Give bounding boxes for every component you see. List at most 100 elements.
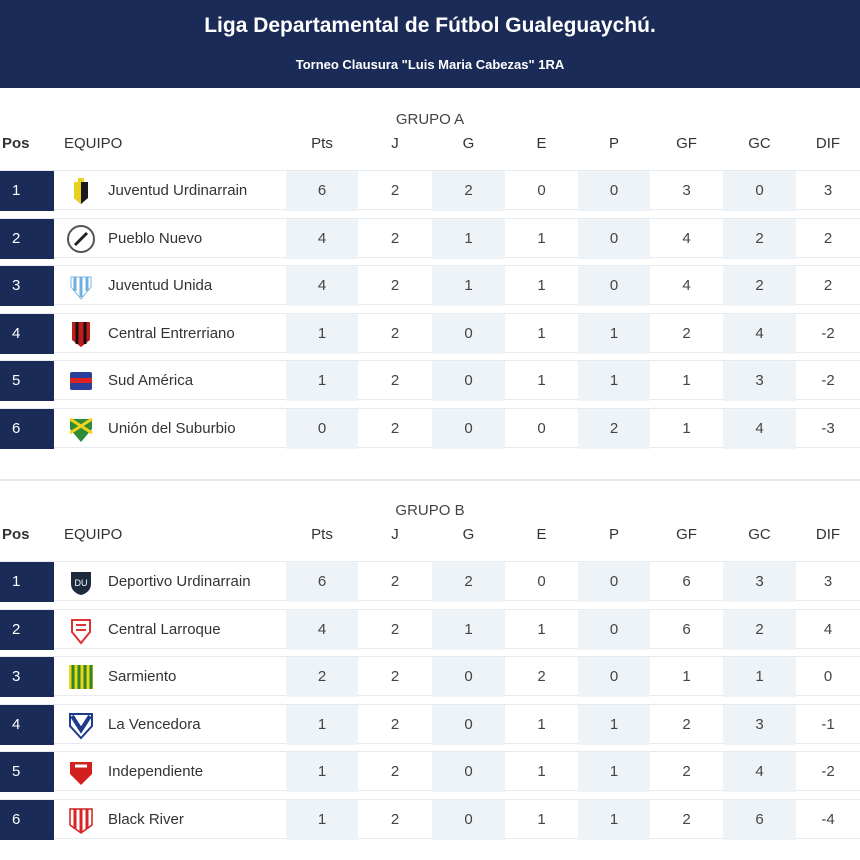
team-name[interactable]: Independiente bbox=[108, 763, 204, 780]
stat-p: 1 bbox=[578, 361, 650, 401]
stat-p: 0 bbox=[578, 266, 650, 306]
stat-gf: 3 bbox=[682, 182, 691, 199]
table-row[interactable]: 1 Juventud Urdinarrain 6 2 2 0 0 3 0 3 bbox=[0, 170, 860, 211]
stat-p: 1 bbox=[578, 313, 650, 354]
team-name[interactable]: Sud América bbox=[108, 372, 194, 389]
stat-e: 1 bbox=[537, 715, 546, 733]
stat-dif: 2 bbox=[823, 229, 833, 247]
stat-e: 2 bbox=[537, 668, 546, 685]
col-header-g: G bbox=[462, 135, 475, 152]
stat-gf: 2 bbox=[682, 763, 691, 780]
stat-gc: 2 bbox=[723, 609, 796, 650]
stat-gf: 2 bbox=[682, 715, 691, 733]
stat-gc: 3 bbox=[723, 562, 796, 602]
team-name[interactable]: Unión del Suburbio bbox=[108, 419, 236, 437]
team-crest-icon bbox=[69, 712, 93, 739]
stat-e: 1 bbox=[537, 324, 546, 342]
stat-gc: 3 bbox=[723, 704, 796, 745]
stat-e: 1 bbox=[537, 229, 546, 247]
team-name[interactable]: Central Larroque bbox=[108, 620, 221, 638]
position-cell: 3 bbox=[0, 657, 54, 697]
table-row[interactable]: 2 Central Larroque 4 2 1 1 0 6 2 4 bbox=[0, 608, 860, 650]
col-header-team: EQUIPO bbox=[64, 135, 123, 152]
table-row[interactable]: 2 Pueblo Nuevo 4 2 1 1 0 4 2 2 bbox=[0, 217, 860, 259]
team-crest-icon bbox=[70, 276, 92, 300]
table-row[interactable]: 4 La Vencedora 1 2 0 1 1 2 3 -1 bbox=[0, 703, 860, 745]
stat-pts: 4 bbox=[286, 266, 358, 306]
stat-p: 1 bbox=[578, 799, 650, 840]
table-row[interactable]: 6 Unión del Suburbio 0 2 0 0 2 1 4 -3 bbox=[0, 407, 860, 449]
col-header-gf: GF bbox=[676, 526, 697, 543]
svg-text:DU: DU bbox=[75, 578, 88, 588]
page-subtitle: Torneo Clausura "Luis Maria Cabezas" 1RA bbox=[295, 57, 565, 72]
stat-pts: 4 bbox=[286, 609, 358, 650]
team-name[interactable]: La Vencedora bbox=[108, 715, 201, 733]
team-crest-icon bbox=[70, 372, 92, 390]
stat-g: 0 bbox=[432, 408, 505, 449]
stat-g: 0 bbox=[432, 657, 505, 697]
position-cell: 2 bbox=[0, 218, 54, 259]
team-name[interactable]: Juventud Unida bbox=[108, 277, 213, 294]
team-crest-icon bbox=[69, 417, 93, 442]
position-cell: 6 bbox=[0, 408, 54, 449]
stat-j: 2 bbox=[390, 419, 400, 437]
table-row[interactable]: 4 Central Entrerriano 1 2 0 1 1 2 4 -2 bbox=[0, 312, 860, 354]
stat-gf: 4 bbox=[682, 277, 691, 294]
stat-g: 1 bbox=[432, 266, 505, 306]
col-header-gc: GC bbox=[748, 526, 771, 543]
stat-gf: 6 bbox=[682, 620, 691, 638]
stat-gc: 1 bbox=[723, 657, 796, 697]
stat-e: 0 bbox=[537, 419, 546, 437]
stat-p: 0 bbox=[578, 218, 650, 259]
stat-dif: 2 bbox=[823, 277, 833, 294]
stat-j: 2 bbox=[390, 573, 400, 590]
stat-e: 1 bbox=[537, 810, 546, 828]
stat-e: 1 bbox=[537, 763, 546, 780]
position-cell: 5 bbox=[0, 361, 54, 401]
stat-gf: 4 bbox=[682, 229, 691, 247]
table-row[interactable]: 3 Sarmiento 2 2 0 2 0 1 1 0 bbox=[0, 656, 860, 697]
group-title: GRUPO A bbox=[395, 111, 465, 128]
position-cell: 4 bbox=[0, 313, 54, 354]
team-name[interactable]: Deportivo Urdinarrain bbox=[108, 573, 251, 590]
table-row[interactable]: 6 Black River 1 2 0 1 1 2 6 -4 bbox=[0, 798, 860, 840]
col-header-p: P bbox=[608, 135, 619, 152]
team-crest-icon bbox=[67, 224, 95, 253]
team-name[interactable]: Black River bbox=[108, 810, 184, 828]
stat-g: 0 bbox=[432, 313, 505, 354]
team-crest-icon bbox=[74, 178, 88, 204]
team-crest-icon bbox=[69, 807, 93, 834]
team-name[interactable]: Central Entrerriano bbox=[108, 324, 235, 342]
stat-p: 0 bbox=[578, 657, 650, 697]
stat-j: 2 bbox=[390, 277, 400, 294]
col-header-pos: Pos bbox=[2, 135, 30, 152]
stat-j: 2 bbox=[390, 810, 400, 828]
stat-dif: 3 bbox=[823, 182, 833, 199]
stat-gf: 2 bbox=[682, 324, 691, 342]
stat-e: 0 bbox=[537, 182, 546, 199]
team-name[interactable]: Juventud Urdinarrain bbox=[108, 182, 248, 199]
stat-j: 2 bbox=[390, 763, 400, 780]
team-crest-icon bbox=[71, 618, 91, 645]
stat-gc: 4 bbox=[723, 408, 796, 449]
stat-g: 0 bbox=[432, 704, 505, 745]
stat-j: 2 bbox=[390, 620, 400, 638]
position-cell: 1 bbox=[0, 171, 54, 211]
team-name[interactable]: Sarmiento bbox=[108, 668, 177, 685]
stat-gf: 1 bbox=[682, 372, 691, 389]
stat-dif: -2 bbox=[821, 324, 835, 342]
stat-j: 2 bbox=[390, 324, 400, 342]
table-row[interactable]: 3 Juventud Unida 4 2 1 1 0 4 2 2 bbox=[0, 265, 860, 306]
stat-dif: -4 bbox=[821, 810, 835, 828]
position-cell: 6 bbox=[0, 799, 54, 840]
table-row[interactable]: 5 Sud América 1 2 0 1 1 1 3 -2 bbox=[0, 360, 860, 401]
stat-j: 2 bbox=[390, 229, 400, 247]
table-row[interactable]: 5 Independiente 1 2 0 1 1 2 4 -2 bbox=[0, 751, 860, 792]
stat-g: 1 bbox=[432, 218, 505, 259]
table-header: Pos EQUIPO Pts J G E P GF GC DIF bbox=[0, 523, 860, 547]
team-name[interactable]: Pueblo Nuevo bbox=[108, 229, 203, 247]
header-banner: Liga Departamental de Fútbol Gualeguaych… bbox=[0, 0, 860, 88]
table-row[interactable]: 1 DU Deportivo Urdinarrain 6 2 2 0 0 6 3 3 bbox=[0, 561, 860, 602]
stat-g: 1 bbox=[432, 609, 505, 650]
stat-gf: 1 bbox=[682, 668, 691, 685]
